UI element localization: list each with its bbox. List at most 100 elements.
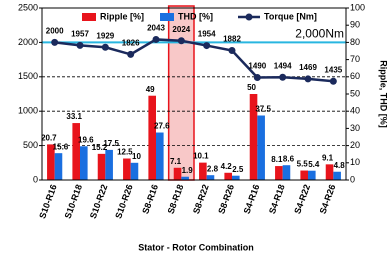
data-label: 1494 xyxy=(274,61,292,70)
y2-tick-label: 100 xyxy=(350,2,365,12)
bar xyxy=(206,175,215,180)
y2-tick-label: 10 xyxy=(350,157,360,167)
y2-tick-label: 70 xyxy=(350,54,360,64)
data-label: 1469 xyxy=(299,63,317,72)
y2-axis-label: Ripple, THD [%] xyxy=(379,60,389,128)
bar xyxy=(275,166,283,180)
data-label: 37.5 xyxy=(255,105,271,114)
y-tick-label: 1000 xyxy=(18,106,38,116)
x-tick-label: S10-R16 xyxy=(37,183,59,220)
bar xyxy=(80,146,88,180)
data-label: 15.6 xyxy=(53,142,69,151)
data-label: 1490 xyxy=(248,62,266,71)
marker xyxy=(203,42,211,50)
y-tick-label: 500 xyxy=(23,140,38,150)
bar xyxy=(257,115,265,180)
y-tick-label: 0 xyxy=(33,174,38,184)
x-tick-label: S10-R18 xyxy=(63,183,85,220)
data-label: 4.2 xyxy=(221,162,233,171)
data-label: 7.1 xyxy=(170,157,182,166)
bar xyxy=(232,175,240,180)
data-label: 49 xyxy=(146,85,155,94)
x-axis-label: Stator - Rotor Combination xyxy=(138,242,254,252)
data-label: 1954 xyxy=(198,30,216,39)
data-label: 12.5 xyxy=(117,148,133,157)
bar xyxy=(282,165,291,180)
data-label: 20.7 xyxy=(41,134,57,143)
bar xyxy=(249,94,258,180)
data-label: 1882 xyxy=(223,35,241,44)
data-label: 2000 xyxy=(46,27,64,36)
y2-tick-label: 0 xyxy=(350,174,355,184)
legend-label: THD [%] xyxy=(178,11,213,21)
marker xyxy=(329,77,337,85)
legend-label: Torque [Nm] xyxy=(264,11,317,21)
bar xyxy=(97,153,106,180)
data-label: 1435 xyxy=(324,65,342,74)
data-label: 2024 xyxy=(172,25,190,34)
data-label: 1.9 xyxy=(182,166,194,175)
legend-marker xyxy=(245,13,253,21)
reference-label: 2,000Nm xyxy=(295,27,344,41)
marker xyxy=(51,38,59,46)
data-label: 9.1 xyxy=(322,153,334,162)
data-label: 4.8 xyxy=(334,161,346,170)
bar xyxy=(224,172,232,180)
bar xyxy=(105,149,113,180)
y2-tick-label: 90 xyxy=(350,20,360,30)
data-label: 8.1 xyxy=(271,155,283,164)
y2-tick-label: 30 xyxy=(350,123,360,133)
marker xyxy=(304,75,312,83)
bar xyxy=(130,162,139,180)
bar xyxy=(199,162,207,180)
marker xyxy=(279,73,287,81)
y2-tick-label: 40 xyxy=(350,106,360,116)
x-tick-label: S8-R26 xyxy=(216,183,236,215)
x-tick-label: S10-R22 xyxy=(88,183,110,220)
bar xyxy=(54,153,63,180)
bar xyxy=(333,171,341,180)
marker xyxy=(152,35,160,43)
line xyxy=(54,38,334,83)
x-tick-label: S4-R22 xyxy=(292,183,312,215)
bar xyxy=(325,164,334,180)
data-label: 17.5 xyxy=(103,139,119,148)
data-label: 27.6 xyxy=(154,122,170,131)
bar xyxy=(300,170,308,180)
bar xyxy=(173,167,182,180)
data-label: 10 xyxy=(132,152,141,161)
data-label: 2043 xyxy=(147,24,165,33)
data-label: 1826 xyxy=(122,38,140,47)
data-label: 1957 xyxy=(71,29,89,38)
data-label: 5.4 xyxy=(308,160,320,169)
legend-swatch xyxy=(82,13,96,21)
data-label: 15.2 xyxy=(92,143,108,152)
x-tick-label: S8-R22 xyxy=(191,183,211,215)
x-tick-label: S8-R18 xyxy=(166,183,186,215)
y2-tick-label: 20 xyxy=(350,140,360,150)
bar xyxy=(156,132,164,180)
legend-label: Ripple [%] xyxy=(100,11,144,21)
bar xyxy=(181,176,189,180)
marker xyxy=(253,73,261,81)
marker xyxy=(76,41,84,49)
y-tick-label: 2000 xyxy=(18,37,38,47)
data-label: 10.1 xyxy=(193,152,209,161)
plot-frame xyxy=(41,7,347,181)
bar xyxy=(123,158,131,180)
highlight-box xyxy=(167,5,195,181)
marker xyxy=(127,50,135,58)
data-label: 5.5 xyxy=(297,160,309,169)
data-label: 50 xyxy=(247,83,256,92)
marker xyxy=(228,47,236,55)
marker xyxy=(177,37,185,45)
y2-tick-label: 80 xyxy=(350,37,360,47)
y2-tick-label: 60 xyxy=(350,71,360,81)
x-tick-label: S10-R26 xyxy=(113,183,135,220)
data-label: 1929 xyxy=(96,31,114,40)
y-tick-label: 2500 xyxy=(18,2,38,12)
marker xyxy=(101,43,109,51)
data-label: 2.8 xyxy=(207,164,219,173)
y2-tick-label: 50 xyxy=(350,88,360,98)
